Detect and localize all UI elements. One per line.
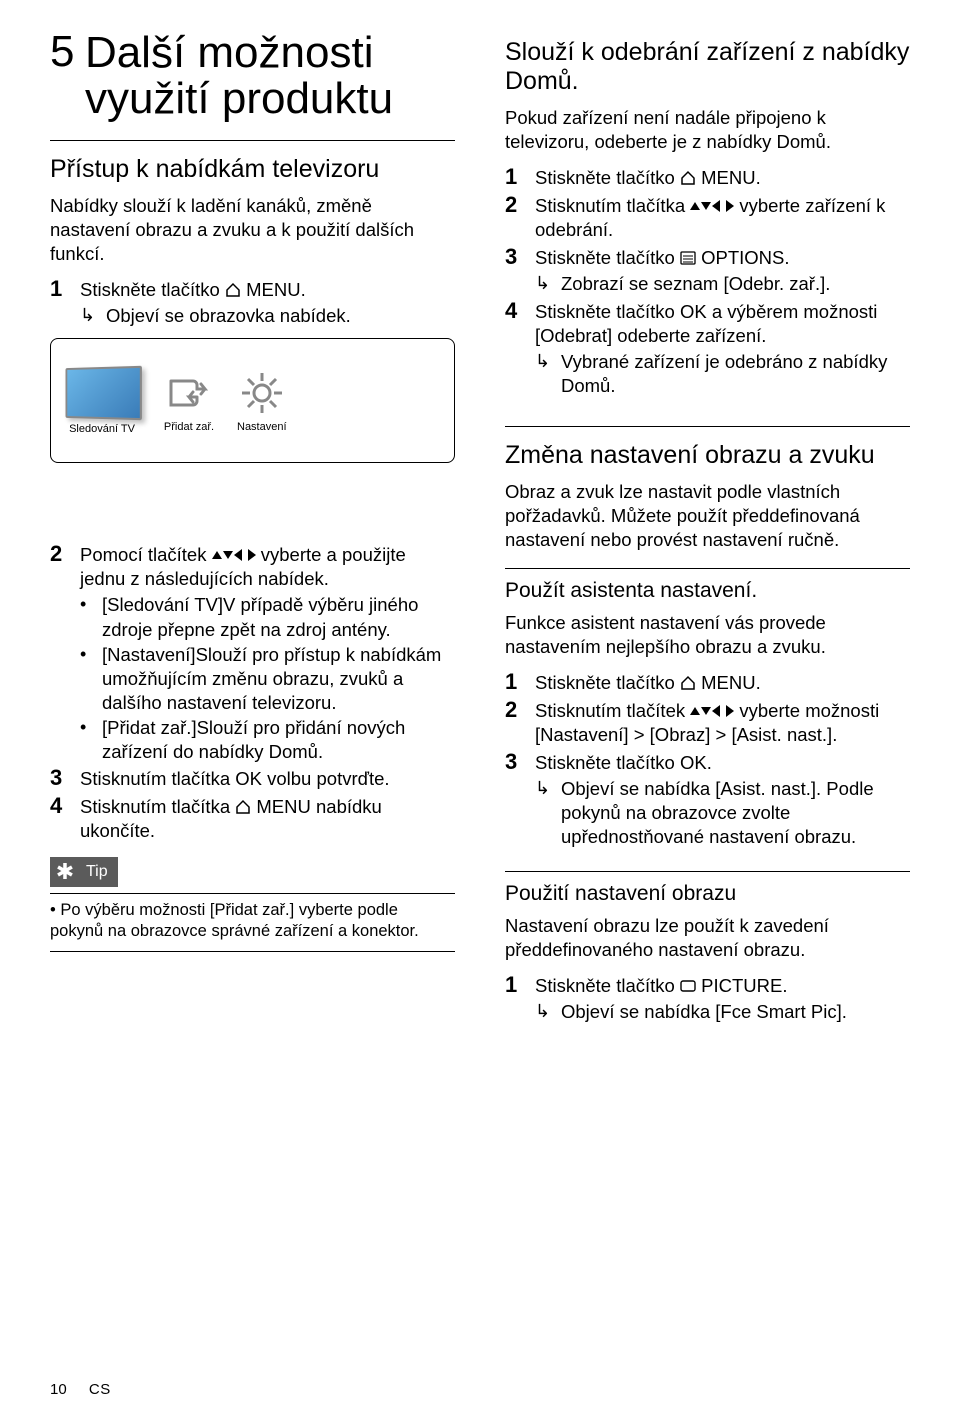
tv-icon xyxy=(65,366,141,420)
access-steps-34: 3 Stisknutím tlačítka OK volbu potvrďte.… xyxy=(50,765,455,843)
tip-box: ✱ Tip • Po výběru možnosti [Přidat zař.]… xyxy=(50,857,455,952)
access-para: Nabídky slouží k ladění kanáků, změně na… xyxy=(50,194,455,266)
tv-menu-illustration: Sledování TV Přidat zař. xyxy=(50,338,455,463)
rule xyxy=(50,140,455,141)
menu-label: MENU xyxy=(246,279,300,300)
menu-item-watch: Sledování TV xyxy=(63,367,141,435)
home-icon xyxy=(235,800,251,814)
assist-para: Funkce asistent nastavení vás provede na… xyxy=(505,611,910,659)
rule xyxy=(505,426,910,427)
rule xyxy=(50,951,455,952)
picset-steps: 1 Stiskněte tlačítko PICTURE. xyxy=(505,972,910,998)
tip-body: • Po výběru možnosti [Přidat zař.] vyber… xyxy=(50,900,455,943)
arrow-icon: ↳ xyxy=(80,304,106,327)
picture-icon xyxy=(680,979,696,993)
change-para: Obraz a zvuk lze nastavit podle vlastníc… xyxy=(505,480,910,552)
step1-text: Stiskněte tlačítko MENU. xyxy=(80,276,455,302)
step-number: 4 xyxy=(50,793,80,818)
step-number: 1 xyxy=(50,276,80,301)
assist-steps: 1 Stiskněte tlačítko MENU. 2 Stisknutím … xyxy=(505,669,910,775)
nav-arrows-icon xyxy=(212,548,256,562)
lang-code: CS xyxy=(89,1381,111,1398)
page-footer: 10 CS xyxy=(50,1381,111,1398)
step3-text: Stisknutím tlačítka OK volbu potvrďte. xyxy=(80,765,455,791)
rule xyxy=(505,871,910,872)
access-steps: 1 Stiskněte tlačítko MENU. xyxy=(50,276,455,302)
picset-para: Nastavení obrazu lze použít k zavedení p… xyxy=(505,914,910,962)
rule xyxy=(50,893,455,894)
step2-text: Pomocí tlačítek vyberte a použijte jednu… xyxy=(80,541,455,591)
home-icon xyxy=(225,283,241,297)
remove-para: Pokud zařízení není nadále připojeno k t… xyxy=(505,106,910,154)
step-number: 2 xyxy=(50,541,80,566)
step-number: 3 xyxy=(50,765,80,790)
arrow-icon: ↳ xyxy=(535,350,561,373)
arrow-icon: ↳ xyxy=(535,272,561,295)
right-column: Slouží k odebrání zařízení z nabídky Dom… xyxy=(505,30,910,1027)
home-icon xyxy=(680,676,696,690)
add-device-icon xyxy=(161,369,217,417)
remove-heading: Slouží k odebrání zařízení z nabídky Dom… xyxy=(505,38,910,96)
access-heading: Přístup k nabídkám televizoru xyxy=(50,155,455,184)
chapter-title: Další možnosti využití produktu xyxy=(85,30,425,122)
step1-sub: Objeví se obrazovka nabídek. xyxy=(106,304,455,328)
chapter-number: 5 xyxy=(50,30,74,74)
page-number: 10 xyxy=(50,1381,67,1398)
left-column: 5 Další možnosti využití produktu Přístu… xyxy=(50,30,455,1027)
star-icon: ✱ xyxy=(50,857,80,887)
gear-icon xyxy=(238,369,286,417)
arrow-icon: ↳ xyxy=(535,1000,561,1023)
change-heading: Změna nastavení obrazu a zvuku xyxy=(505,441,910,470)
options-icon xyxy=(680,251,696,265)
access-steps-2: 2 Pomocí tlačítek vyberte a použijte jed… xyxy=(50,541,455,591)
tip-header: ✱ Tip xyxy=(50,857,118,887)
home-icon xyxy=(680,171,696,185)
remove-steps: 1 Stiskněte tlačítko MENU. 2 Stisknutím … xyxy=(505,164,910,270)
menu-item-add: Přidat zař. xyxy=(161,369,217,433)
rule xyxy=(505,568,910,569)
chapter-header: 5 Další možnosti využití produktu xyxy=(50,30,455,122)
step4-text: Stisknutím tlačítka MENU nabídku ukončít… xyxy=(80,793,455,843)
menu-item-settings: Nastavení xyxy=(237,369,287,433)
step2-bullets: •[Sledování TV]V případě výběru jiného z… xyxy=(80,593,455,763)
nav-arrows-icon xyxy=(690,199,734,213)
arrow-icon: ↳ xyxy=(535,777,561,800)
tip-label: Tip xyxy=(86,863,108,881)
nav-arrows-icon xyxy=(690,704,734,718)
picset-heading: Použití nastavení obrazu xyxy=(505,882,910,906)
assist-heading: Použít asistenta nastavení. xyxy=(505,579,910,603)
